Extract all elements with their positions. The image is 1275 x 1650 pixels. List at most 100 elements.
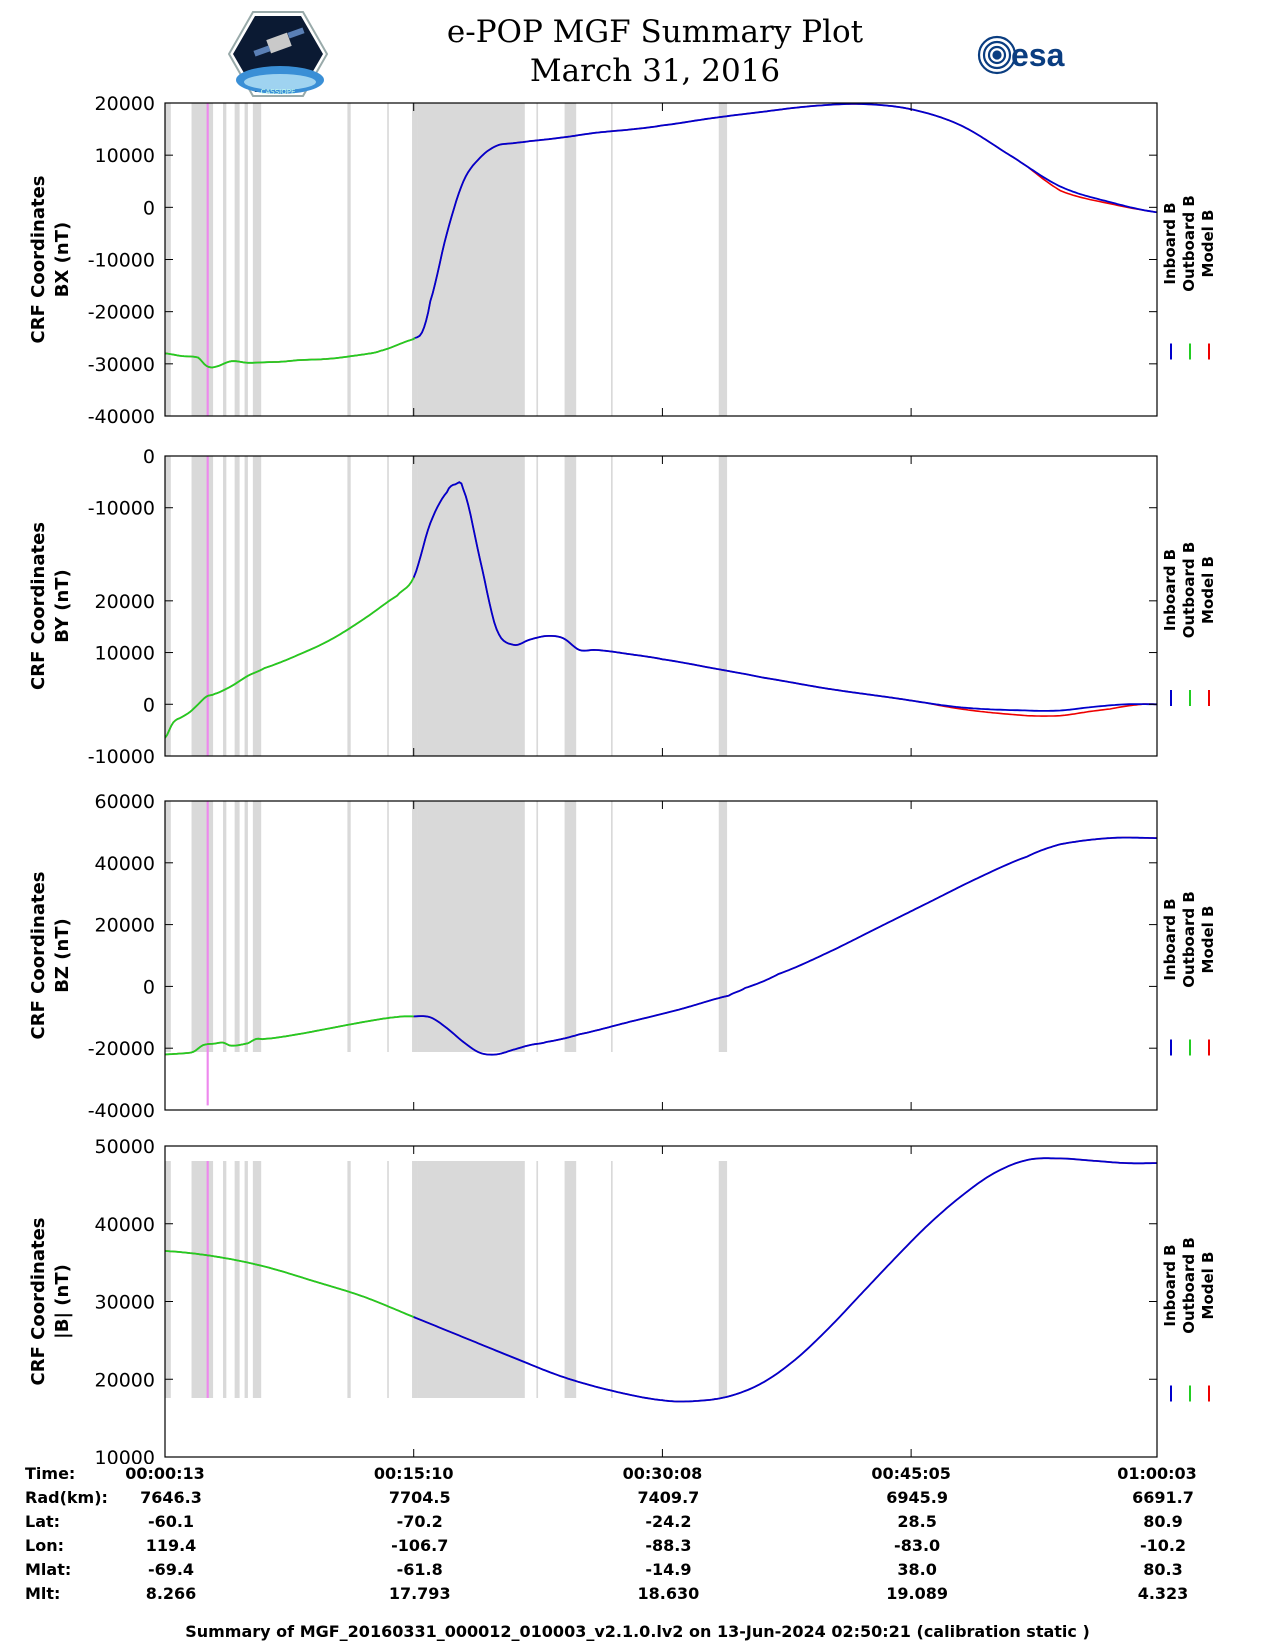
gap-band	[387, 801, 389, 1052]
info-value: 00:00:13	[125, 1464, 205, 1483]
info-row: Lon: 119.4 -106.7 -88.3 -83.0 -10.2	[0, 1536, 1275, 1560]
gap-band	[347, 103, 351, 416]
info-value: -106.7	[391, 1536, 449, 1555]
info-value: -10.2	[1139, 1536, 1187, 1555]
info-row-label: Lat:	[25, 1512, 61, 1531]
gap-band	[718, 1161, 728, 1398]
panel-3: -40000 -20000 0 20000 40000 60000 CRF Coordina…	[28, 791, 1217, 1122]
info-row-label: Mlt:	[25, 1584, 61, 1603]
gap-band	[536, 801, 539, 1052]
y-axis-label-bottom: BZ (nT)	[52, 918, 73, 993]
gap-band	[718, 801, 728, 1052]
legend-entry: Inboard B	[1161, 1244, 1179, 1326]
info-value: 80.3	[1143, 1560, 1183, 1579]
y-axis-label-top: CRF Coordinates	[28, 176, 49, 344]
info-value: 6691.7	[1132, 1488, 1194, 1507]
gap-band	[564, 103, 577, 416]
info-row: Time: 00:00:13 00:15:10 00:30:08 00:45:05 01:…	[0, 1464, 1275, 1488]
series-outboard-b	[165, 1015, 414, 1056]
gap-band	[611, 801, 613, 1052]
gap-band	[387, 103, 389, 416]
gap-band	[234, 801, 240, 1052]
y-tick-label: 20000	[95, 1369, 155, 1391]
series-inboard-b	[413, 836, 1157, 1056]
legend-entry: Inboard B	[1161, 202, 1179, 284]
gap-band	[718, 456, 728, 756]
gap-band	[347, 801, 351, 1052]
gap-band	[191, 801, 214, 1052]
gap-band	[412, 801, 418, 1052]
legend-entry: Model B	[1199, 556, 1217, 624]
data-gap-bands	[165, 1161, 728, 1398]
data-gap-bands	[165, 103, 728, 416]
gap-band	[223, 801, 227, 1052]
gap-band	[234, 1161, 240, 1398]
series-outboard-b	[165, 337, 416, 369]
y-tick-label: 0	[143, 694, 155, 716]
gap-band	[417, 1161, 525, 1398]
info-row-label: Lon:	[25, 1536, 64, 1555]
gap-band	[387, 456, 389, 756]
gap-band	[412, 1161, 418, 1398]
gap-band	[564, 1161, 577, 1398]
y-tick-label: 10000	[95, 1447, 155, 1464]
y-tick-label: 60000	[95, 791, 155, 813]
y-axis-label-top: CRF Coordinates	[28, 1218, 49, 1386]
panel-1: -40000 -30000 -20000 -10000 0 10000 20000 CRF C…	[28, 93, 1217, 428]
panel-4: 10000 20000 30000 40000 50000 CRF Coordinates…	[28, 1136, 1217, 1464]
info-value: -69.4	[147, 1560, 195, 1579]
info-value: 6945.9	[886, 1488, 948, 1507]
series-model-b	[165, 103, 1157, 369]
legend: Inboard B Outboard B Model B	[1161, 891, 1217, 1056]
y-tick-label: -40000	[88, 406, 155, 428]
y-tick-label: 0	[143, 446, 155, 468]
data-gap-bands	[165, 456, 728, 756]
gap-band	[611, 1161, 613, 1398]
series-outboard-b	[165, 577, 415, 739]
y-tick-label: 20000	[95, 93, 155, 115]
y-axis-label-top: CRF Coordinates	[28, 522, 49, 690]
gap-band	[412, 103, 418, 416]
legend-entry: Outboard B	[1180, 542, 1198, 639]
gap-band	[244, 1161, 248, 1398]
gap-band	[223, 103, 227, 416]
info-value: -61.8	[396, 1560, 443, 1579]
gap-band	[347, 456, 351, 756]
gap-band	[191, 103, 214, 416]
gap-band	[165, 801, 171, 1052]
info-row: Rad(km): 7646.3 7704.5 7409.7 6945.9 6691.7	[0, 1488, 1275, 1512]
y-tick-label: 50000	[95, 1136, 155, 1158]
gap-band	[234, 456, 240, 756]
y-tick-label: 20000	[95, 915, 155, 937]
gap-band	[191, 456, 214, 756]
summary-plots: -40000 -30000 -20000 -10000 0 10000 20000 CRF C…	[28, 93, 1217, 1464]
info-value: -70.2	[396, 1512, 443, 1531]
plot-frame	[164, 1145, 1158, 1458]
gap-band	[252, 1161, 262, 1398]
y-axis-label-bottom: BY (nT)	[52, 569, 73, 643]
info-value: -60.1	[147, 1512, 195, 1531]
y-axis-label-top: CRF Coordinates	[28, 872, 49, 1040]
info-value: 80.9	[1143, 1512, 1183, 1531]
info-value: -24.2	[645, 1512, 692, 1531]
legend-entry: Inboard B	[1161, 549, 1179, 631]
plot-frame	[164, 455, 1158, 757]
gap-band	[191, 1161, 214, 1398]
series-outboard-b	[165, 1250, 415, 1318]
legend-entry: Outboard B	[1180, 891, 1198, 988]
info-row-label: Rad(km):	[25, 1488, 108, 1507]
gap-band	[234, 103, 240, 416]
y-tick-label: 0	[143, 976, 155, 998]
gap-band	[417, 801, 525, 1052]
info-row-label: Mlat:	[25, 1560, 72, 1579]
esa-logo: esa	[977, 35, 1065, 75]
info-value: 00:30:08	[622, 1464, 703, 1483]
y-tick-label: -10000	[88, 250, 155, 272]
gap-band	[347, 1161, 351, 1398]
info-value: 7409.7	[637, 1488, 700, 1507]
gap-band	[252, 456, 262, 756]
info-value: 119.4	[145, 1536, 197, 1555]
gap-band	[252, 103, 262, 416]
chart-date: March 31, 2016	[529, 53, 781, 89]
info-value: 7646.3	[140, 1488, 202, 1507]
